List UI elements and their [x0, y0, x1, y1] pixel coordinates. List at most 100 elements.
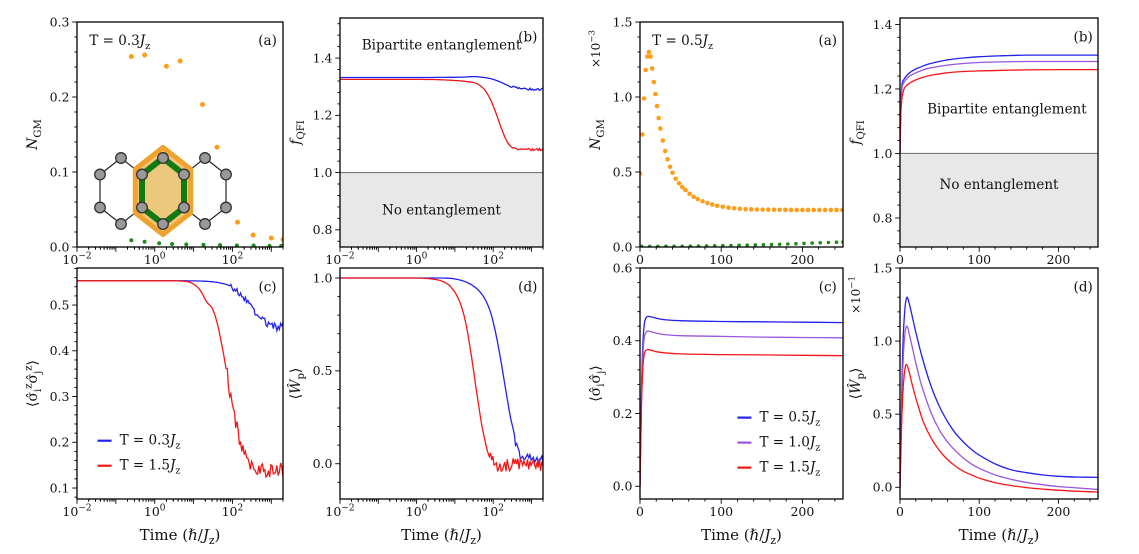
y-tick-label: 0.8	[873, 210, 893, 225]
annotation: No entanglement	[382, 202, 502, 218]
x-tick-label: 10−2	[325, 252, 354, 268]
lattice-site	[157, 152, 169, 164]
legend-label: T = 0.5Jz	[759, 410, 820, 429]
y-tick-label: 1.0	[873, 333, 893, 348]
panel-letter: (a)	[258, 33, 277, 49]
y-tick-label: 0.5	[873, 407, 893, 422]
axes-frame	[899, 17, 1099, 248]
legend-label: T = 1.5Jz	[120, 458, 181, 477]
annotation: No entanglement	[940, 177, 1060, 193]
y-tick-label: 0.3	[50, 389, 70, 404]
y-tick-label: 1.0	[613, 89, 633, 104]
y-tick-label: 0.0	[50, 239, 70, 254]
y-tick-label: 1.2	[313, 108, 333, 123]
panel-right-c: 0 100 200 0.0 0.2 0.4 0.6 ⟨σ̂iσ̂j⟩ Time (ℏ/Jz) (c…	[588, 260, 844, 547]
lattice-site	[178, 201, 190, 214]
x-axis-label: Time (ℏ/Jz)	[701, 526, 782, 547]
y-tick-label: 0.1	[50, 164, 70, 179]
y-axis-label: NGM	[25, 119, 44, 151]
y-tick-label: 0.2	[50, 435, 70, 450]
right-c-T15-curve	[639, 348, 844, 487]
y-tick-label: 0.0	[613, 239, 633, 254]
x-tick-label: 102	[482, 252, 504, 268]
x-tick-label: 100	[144, 252, 166, 268]
panel-left-b: 10−2 100 102 0.8 1.0 1.2 1.4 fQFI (b)Bipartite e…	[288, 17, 544, 268]
x-tick-label: 0	[896, 504, 904, 519]
axes-frame	[339, 267, 544, 500]
y-axis-label: NGM	[588, 119, 607, 151]
plaquette-ring	[139, 155, 187, 227]
x-tick-label: 10−2	[325, 504, 354, 520]
y-tick-label: 0.0	[613, 479, 633, 494]
y-tick-label: 1.4	[313, 50, 333, 65]
axes-frame	[639, 267, 844, 500]
x-tick-label: 102	[482, 504, 504, 520]
lattice-site	[220, 168, 232, 181]
y-axis-label: fQFI	[288, 120, 307, 145]
no-entanglement-band	[900, 153, 1098, 247]
y-tick-label: 0.0	[313, 456, 333, 471]
axes-frame	[339, 17, 544, 248]
lattice-site	[94, 201, 106, 214]
x-axis-label: Time (ℏ/Jz)	[401, 526, 482, 547]
left-c-T03-curve	[77, 280, 284, 334]
left-d-T15-curve	[340, 277, 544, 473]
left-c-T15-curve	[77, 280, 284, 479]
right-b-T10-curve	[899, 60, 1098, 154]
x-tick-label: 0	[636, 252, 644, 267]
y-tick-label: 1.5	[873, 260, 893, 275]
y-axis-label: ⟨σ̂iσ̂j⟩	[588, 365, 607, 401]
y-tick-label: 1.2	[873, 81, 893, 96]
lattice-site	[136, 168, 148, 181]
x-tick-label: 102	[222, 504, 244, 520]
x-tick-label: 200	[1046, 504, 1070, 519]
panel-title: T = 0.5Jz	[652, 33, 713, 52]
x-tick-label: 0	[896, 252, 904, 267]
lattice-site	[199, 152, 211, 164]
y-tick-label: 1.4	[873, 17, 893, 32]
panel-letter: (c)	[819, 280, 837, 296]
axes-frame	[76, 21, 284, 248]
y-tick-label: 0.5	[613, 164, 633, 179]
right-a-orange-markers	[639, 49, 844, 213]
x-axis-label: Time (ℏ/Jz)	[959, 526, 1040, 547]
x-tick-label: 0	[636, 504, 644, 519]
panel-title: T = 0.3Jz	[89, 33, 150, 52]
y-tick-label: 0.6	[613, 260, 633, 275]
y-tick-label: 0.5	[50, 297, 70, 312]
y-tick-label: 1.0	[873, 146, 893, 161]
y-axis-label: ⟨Ŵp⟩	[286, 368, 307, 400]
y-tick-label: 1.5	[613, 14, 633, 29]
y-axis-label: ⟨Ŵp⟩	[846, 368, 867, 400]
x-tick-label: 102	[222, 252, 244, 268]
panel-left-d: 10−2 100 102 0.0 0.5 1.0 ⟨Ŵp⟩ Time (ℏ/Jz) (d)	[286, 267, 544, 547]
y-tick-label: 0.2	[613, 406, 633, 421]
lattice-site	[136, 201, 148, 214]
x-tick-label: 10−2	[62, 252, 91, 268]
lattice-site	[94, 168, 106, 181]
x-tick-label: 200	[1046, 252, 1070, 267]
lattice-site	[115, 152, 127, 164]
legend-label: T = 1.5Jz	[759, 460, 820, 479]
left-b-T03-curve	[340, 75, 544, 92]
x-tick-label: 100	[406, 252, 428, 268]
x-tick-label: 100	[967, 504, 991, 519]
no-entanglement-band	[340, 172, 543, 247]
panel-letter: (d)	[518, 280, 537, 296]
axis-offset-label: ×10−3	[588, 30, 604, 68]
x-axis-label: Time (ℏ/Jz)	[140, 526, 221, 547]
x-tick-label: 200	[790, 504, 814, 519]
lattice-site	[178, 168, 190, 181]
panel-left-c: 10−2 100 102 0.1 0.2 0.3 0.4 0.5 ⟨σ̂izσ̂jz⟩ Time …	[24, 267, 284, 547]
right-d-T05-curve	[899, 296, 1099, 488]
x-tick-label: 100	[709, 252, 733, 267]
y-tick-label: 0.4	[613, 333, 633, 348]
annotation: Bipartite entanglement	[362, 37, 522, 53]
panel-letter: (d)	[1074, 280, 1093, 296]
x-tick-label: 100	[144, 504, 166, 520]
x-tick-label: 100	[406, 504, 428, 520]
y-tick-label: 1.0	[313, 165, 333, 180]
y-tick-label: 0.2	[50, 89, 70, 104]
left-d-T03-curve	[340, 277, 544, 464]
